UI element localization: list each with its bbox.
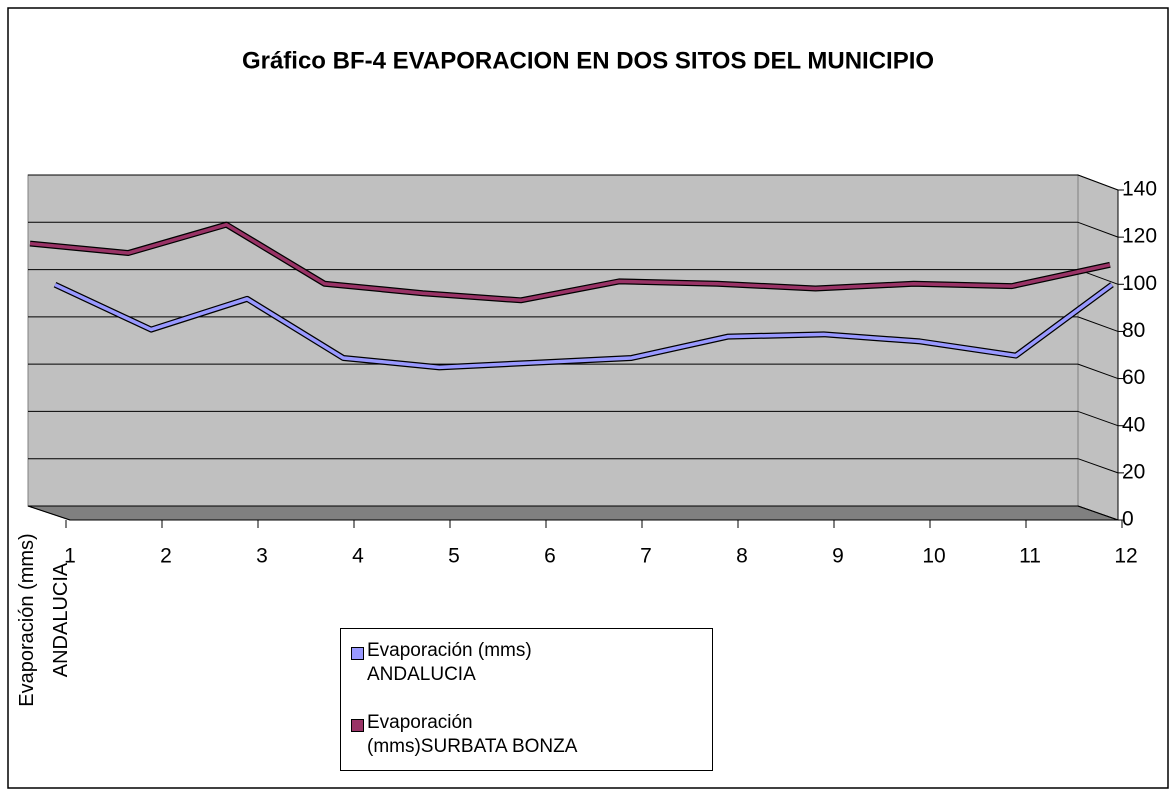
grid-line — [1077, 363, 1119, 380]
y-tick-label: 40 — [1122, 413, 1145, 436]
grid-line — [1077, 221, 1119, 238]
x-tick-label: 1 — [64, 545, 76, 568]
legend-swatch — [351, 647, 364, 660]
legend-swatch — [351, 719, 364, 732]
line — [54, 283, 1114, 370]
chart-title: Gráfico BF-4 EVAPORACION EN DOS SITOS DE… — [242, 47, 934, 74]
x-tick-label: 11 — [1019, 545, 1041, 568]
grid-line — [1077, 505, 1119, 521]
grid-line — [1077, 316, 1119, 332]
depth-axis-label: Evaporación (mms) ANDALUCIA — [16, 533, 72, 707]
floor — [27, 505, 1119, 521]
x-tick-label: 3 — [256, 545, 268, 568]
x-tick-label: 6 — [544, 545, 556, 568]
x-tick-label: 9 — [832, 545, 844, 568]
line — [29, 222, 1111, 303]
depth-axis — [27, 505, 71, 521]
y-tick-label: 120 — [1122, 225, 1157, 248]
grid-line — [1077, 410, 1119, 427]
x-tick-label: 7 — [640, 545, 652, 568]
legend-label: Evaporación (mms)SURBATA BONZA — [367, 712, 578, 757]
legend: Evaporación (mms) ANDALUCIA Evaporación (… — [340, 628, 713, 771]
grid-line — [1077, 458, 1119, 474]
y-tick-label: 100 — [1122, 272, 1157, 295]
x-tick-label: 12 — [1114, 545, 1137, 568]
y-tick-label: 60 — [1122, 366, 1145, 389]
y-tick-label: 0 — [1122, 508, 1134, 531]
x-tick-label: 2 — [160, 545, 172, 568]
x-tick-label: 5 — [448, 545, 460, 568]
y-tick-label: 20 — [1122, 460, 1145, 483]
y-tick-label: 80 — [1122, 319, 1145, 342]
x-tick-label: 4 — [352, 545, 364, 568]
legend-label: Evaporación (mms) ANDALUCIA — [367, 640, 532, 685]
y-tick-label: 140 — [1122, 178, 1157, 201]
grid-line — [1077, 174, 1119, 191]
x-tick-label: 10 — [922, 545, 945, 568]
side-wall — [1077, 174, 1119, 521]
x-tick-label: 8 — [736, 545, 748, 568]
